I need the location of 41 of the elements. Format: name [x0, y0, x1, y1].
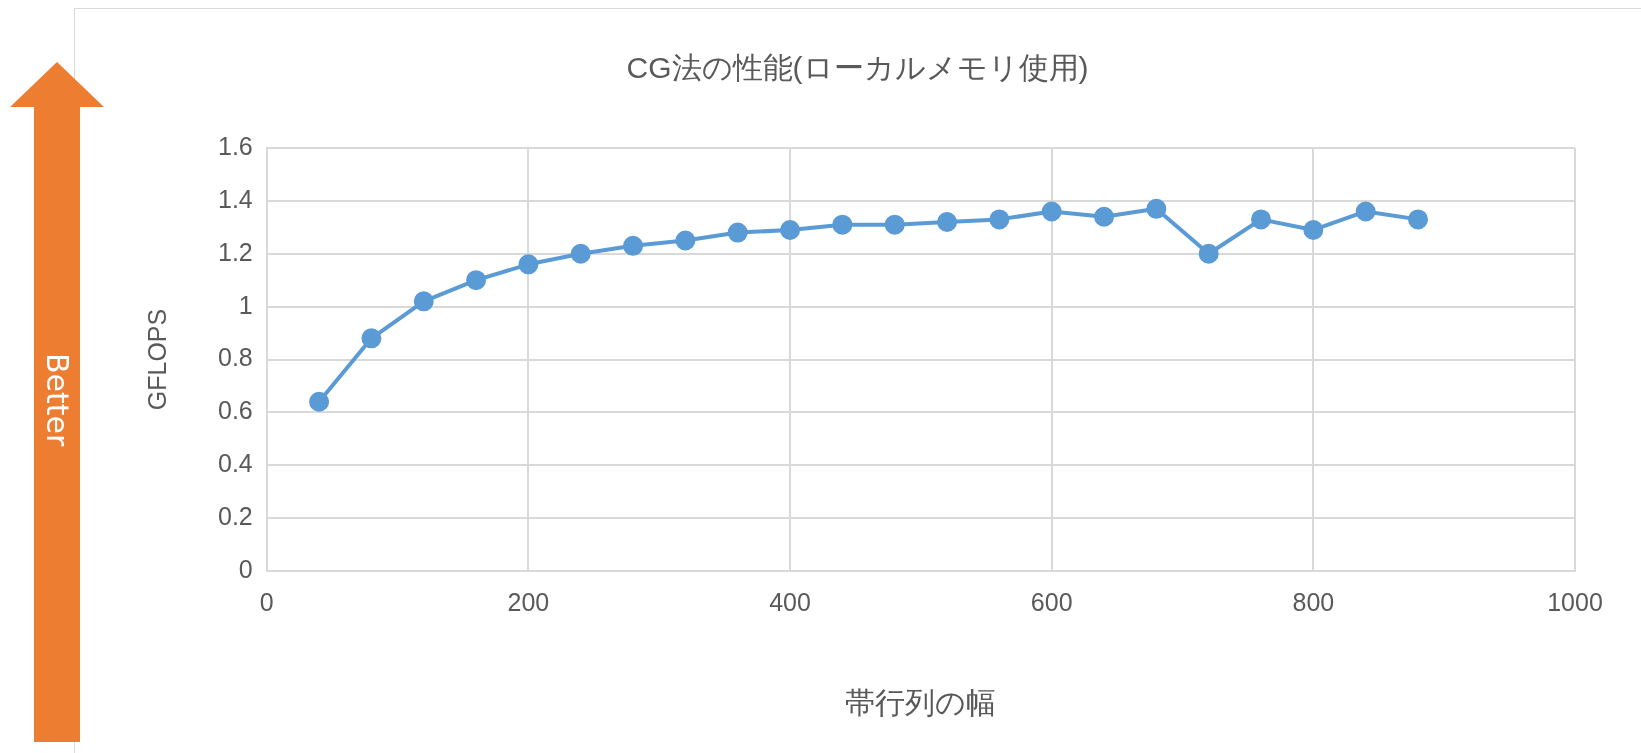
x-tick-label: 1000 — [1547, 587, 1603, 616]
x-tick-label: 400 — [769, 587, 811, 616]
point — [361, 328, 382, 349]
y-tick-label: 0.2 — [217, 502, 253, 531]
x-tick-label: 200 — [507, 587, 550, 616]
point — [1408, 209, 1429, 230]
y-tick-label: 0.6 — [217, 396, 253, 425]
y-axis-title: GFLOPS — [142, 308, 171, 411]
point — [309, 391, 330, 412]
point — [1355, 201, 1376, 222]
point — [570, 243, 591, 264]
y-tick-label: 1.2 — [217, 237, 253, 266]
chart-title: CG法の性能(ローカルメモリ使用) — [626, 51, 1089, 85]
point — [780, 219, 801, 240]
point — [727, 222, 748, 243]
point — [675, 230, 696, 251]
point — [884, 214, 905, 235]
point — [413, 291, 434, 312]
point — [1094, 206, 1115, 227]
point — [832, 214, 853, 235]
x-axis-title: 帯行列の幅 — [845, 686, 997, 720]
x-tick-label: 600 — [1030, 587, 1073, 616]
x-tick-label: 0 — [259, 587, 274, 616]
point — [518, 254, 539, 275]
text: Better — [38, 352, 76, 449]
point — [1303, 219, 1324, 240]
y-tick-label: 0.8 — [217, 343, 253, 372]
x-tick-label: 800 — [1292, 587, 1335, 616]
point — [1146, 198, 1167, 219]
point — [937, 212, 958, 233]
y-tick-label: 1 — [238, 290, 253, 319]
point — [1251, 209, 1272, 230]
point — [466, 270, 487, 291]
y-tick-label: 0.4 — [217, 449, 253, 478]
point — [1041, 201, 1062, 222]
point — [989, 209, 1010, 230]
y-tick-label: 1.4 — [217, 184, 253, 213]
point — [1198, 243, 1219, 264]
point — [623, 235, 644, 256]
y-tick-label: 0 — [238, 554, 253, 583]
y-tick-label: 1.6 — [217, 131, 253, 160]
